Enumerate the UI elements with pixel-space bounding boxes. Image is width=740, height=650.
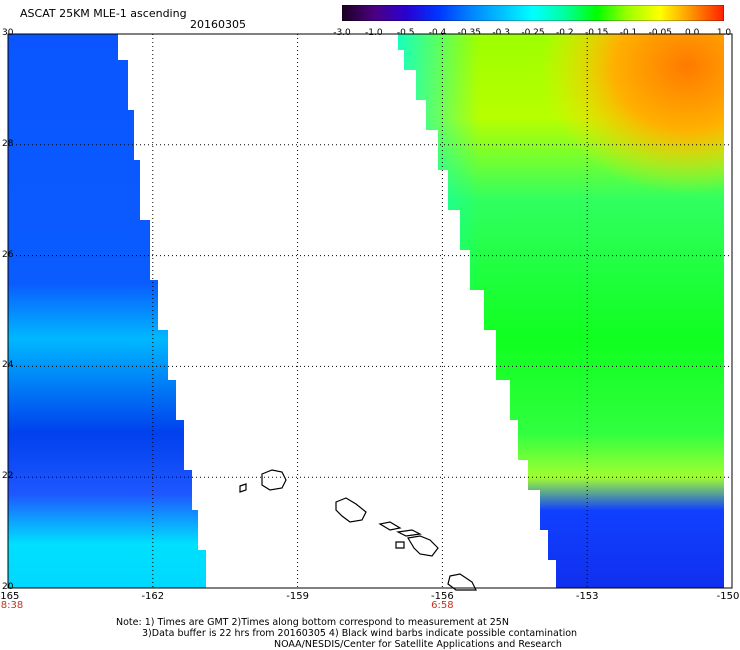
latitude-label: 24: [2, 360, 14, 371]
colorbar-tick-label: -0.15: [585, 28, 609, 38]
colorbar-tick-label: -0.25: [521, 28, 545, 38]
longitude-label: -156: [431, 591, 454, 602]
latitude-label: 28: [2, 138, 14, 149]
colorbar-tick-label: -3.0: [333, 28, 351, 38]
lat-lon-grid: [8, 34, 732, 588]
western-swath: [8, 34, 206, 588]
latitude-label: 26: [2, 249, 14, 260]
note-line-1: Note: 1) Times are GMT 2)Times along bot…: [116, 617, 509, 628]
note-line-2: 3)Data buffer is 22 hrs from 20160305 4)…: [142, 628, 578, 639]
longitude-label: -159: [286, 591, 309, 602]
latitude-label: 20: [2, 582, 14, 592]
longitude-label: -162: [141, 591, 165, 602]
product-title: ASCAT 25KM MLE-1 ascending: [20, 7, 187, 20]
latitude-label: 30: [2, 28, 14, 38]
colorbar-tick-label: -0.4: [428, 28, 447, 38]
swath-time-label: 8:38: [0, 600, 24, 611]
longitude-label: -153: [575, 591, 599, 602]
colorbar-tick-label: -1.0: [365, 28, 383, 38]
note-line-3: NOAA/NESDIS/Center for Satellite Applica…: [274, 639, 562, 650]
colorbar-tick-label: -0.1: [619, 28, 638, 38]
latitude-label: 22: [2, 471, 14, 482]
hawaiian-islands: [239, 469, 477, 591]
colorbar-tick-label: -0.35: [457, 28, 481, 38]
colorbar-tick-label: -0.3: [492, 28, 510, 38]
colorbar-tick-label: -0.5: [396, 28, 415, 38]
high-value-region: [540, 34, 724, 194]
colorbar-tick-label: -0.05: [648, 28, 672, 38]
colorbar-tick-label: 1.0: [716, 28, 732, 38]
longitude-label: -150: [716, 591, 740, 602]
map-frame: [7, 33, 733, 589]
colorbar-tick-label: -0.2: [556, 28, 574, 38]
swath-time-label: 6:58: [431, 600, 454, 611]
product-date: 20160305: [190, 18, 246, 31]
longitude-label: -165: [0, 591, 20, 602]
colorbar-tick-label: 0.0: [684, 28, 700, 38]
